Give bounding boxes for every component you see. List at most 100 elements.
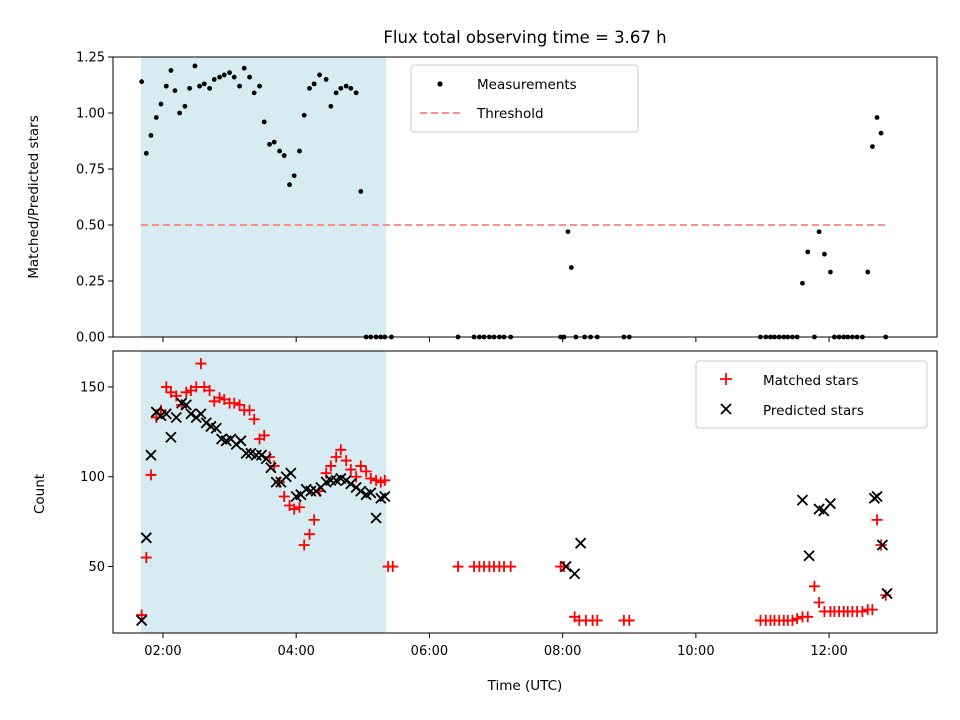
predicted-star-point [260,453,272,465]
matched-star-point [802,611,814,623]
matched-star-point [330,451,342,463]
matched-star-point [387,561,399,573]
matched-star-point [214,392,226,404]
matched-star-point [558,561,570,573]
predicted-star-point [355,485,367,497]
matched-star-point [340,455,352,467]
predicted-star-point [365,487,377,499]
measurement-point [307,85,312,91]
predicted-star-point [210,422,222,434]
measurement-point [201,81,207,87]
matched-star-point [278,490,290,502]
measurement-point [816,229,822,235]
measurement-point [221,72,227,78]
measurement-point [139,79,145,85]
measurement-point [800,280,805,286]
bottom-x-tick-label: 12:00 [810,644,847,659]
matched-star-point [308,514,320,526]
matched-star-point [180,386,192,398]
matched-star-point [288,503,300,515]
top-y-tick-label: 0.00 [76,331,105,346]
measurement-point [192,63,198,69]
matched-star-point [248,413,260,425]
predicted-star-point [240,447,252,460]
predicted-star-point [170,411,182,424]
top-y-tick-label: 0.50 [76,219,105,234]
matched-star-point [298,539,310,551]
matched-star-point [350,471,362,483]
measurement-point [828,269,833,275]
measurement-point [822,251,827,257]
predicted-star-point [265,462,277,474]
bottom-y-tick-label: 100 [80,470,105,485]
predicted-star-point [824,498,837,510]
measurement-point [168,68,174,73]
measurement-point [271,139,277,145]
legend-predicted-label: Predicted stars [763,403,864,419]
measurement-point [237,83,242,89]
matched-star-point [591,614,603,626]
measurement-point [153,115,159,120]
matched-star-point [452,561,464,573]
bottom-axes-frame [112,350,938,634]
matched-star-point [145,469,157,481]
measurement-point [565,229,571,235]
predicted-star-point [796,494,809,506]
bottom-legend: Matched stars Predicted stars [695,360,928,429]
predicted-star-point [250,449,262,461]
matched-star-point [170,390,182,402]
matched-star-point [813,596,825,608]
legend-predicted-marker [720,403,732,415]
measurement-point [874,115,880,120]
measurement-point [267,141,272,147]
bottom-x-tick-label: 08:00 [544,644,581,659]
matched-star-point [258,429,270,441]
matched-star-point [365,473,377,485]
bottom-shaded-interval [140,351,387,633]
measurement-point [348,85,354,91]
predicted-star-point [379,490,391,503]
predicted-star-point [180,399,192,411]
matched-star-point [294,501,306,513]
top-y-ticks: 0.00 0.25 0.50 0.75 1.00 1.25 [76,51,113,346]
top-y-tick-label: 1.25 [76,51,105,66]
top-axes: 0.00 0.25 0.50 0.75 1.00 1.25 Matched/Predict… [26,51,938,346]
measurement-point [297,148,302,154]
measurement-point [338,85,344,91]
matched-star-point [140,552,152,564]
top-y-tick-label: 0.25 [76,275,105,290]
matched-star-point [871,514,883,526]
measurement-point [328,103,334,109]
measurement-point [805,249,811,255]
top-legend-box [410,64,639,133]
matched-star-point [325,460,337,472]
legend-matched-marker [720,373,732,385]
bottom-x-tick-label: 10:00 [677,644,714,659]
legend-measurements-label: Measurements [477,77,577,93]
bottom-legend-box [695,360,928,429]
matched-star-point [360,465,372,477]
top-legend: Measurements Threshold [410,64,639,133]
measurement-point [865,269,871,275]
measurement-point [197,83,202,89]
predicted-star-point [160,408,172,420]
matched-star-point [204,385,216,397]
predicted-star-point [871,490,883,503]
predicted-star-point [881,587,893,600]
predicted-star-point [140,532,152,544]
measurement-point [333,90,339,96]
matched-star-point [505,561,517,573]
measurement-point [241,65,247,71]
measurement-point [177,110,183,116]
predicted-star-point [285,467,297,479]
measurement-point [323,77,329,82]
legend-matched-label: Matched stars [763,373,859,389]
bottom-x-tick-label: 06:00 [411,644,448,659]
measurement-point [247,74,252,80]
measurement-point [143,150,149,156]
predicted-star-point [876,539,889,551]
measurement-point [291,173,297,179]
top-axes-frame [112,56,938,338]
legend-measurements-marker [437,81,443,87]
